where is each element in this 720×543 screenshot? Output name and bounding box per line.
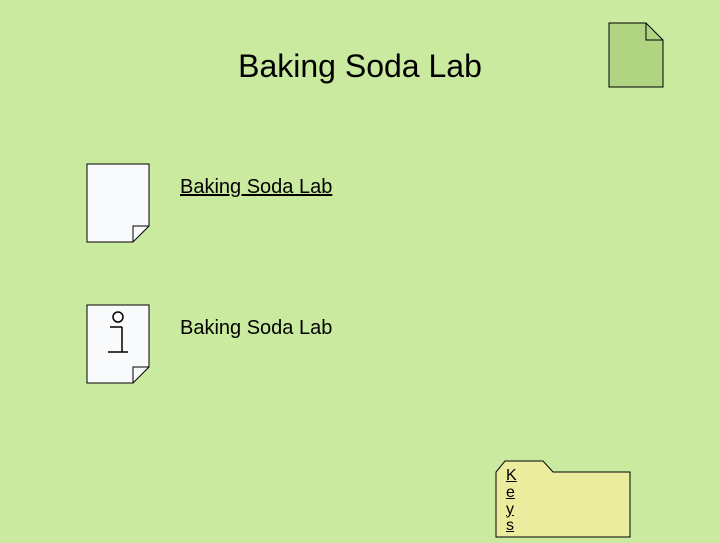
file-link-1[interactable]: Baking Soda Lab (180, 176, 332, 199)
folder-label-char: y (506, 502, 517, 519)
file-link-2[interactable]: Baking Soda Lab (180, 317, 332, 340)
folder-label-char: K (506, 468, 517, 485)
document-icon[interactable] (86, 163, 150, 243)
folder-label-char: s (506, 518, 517, 535)
folder-label-char: e (506, 485, 517, 502)
new-document-icon[interactable] (608, 22, 664, 88)
document-info-icon[interactable] (86, 304, 150, 384)
folder-label[interactable]: K e y s (506, 468, 517, 535)
